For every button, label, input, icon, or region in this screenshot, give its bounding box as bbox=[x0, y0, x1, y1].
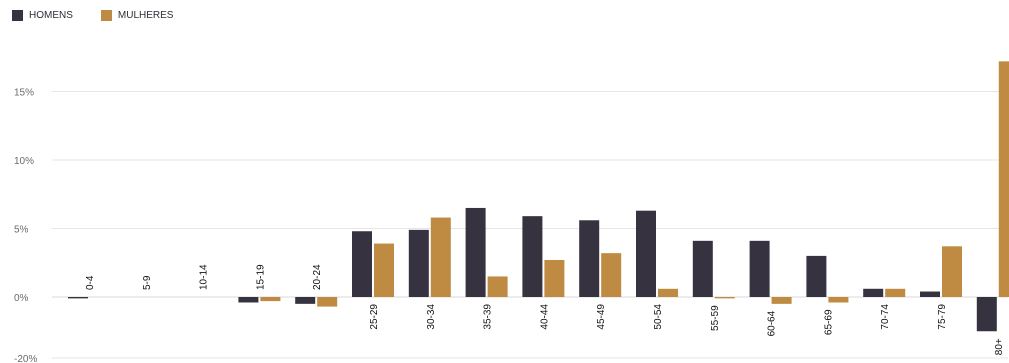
category-label-70-74: 70-74 bbox=[880, 304, 891, 330]
bar-mulheres-55-59 bbox=[714, 297, 735, 299]
bar-homens-55-59 bbox=[692, 240, 713, 297]
legend-item-mulheres: MULHERES bbox=[100, 10, 174, 21]
bar-mulheres-80+ bbox=[998, 61, 1009, 297]
category-label-20-24: 20-24 bbox=[312, 264, 323, 290]
category-label-15-19: 15-19 bbox=[255, 264, 266, 290]
bar-homens-30-34 bbox=[408, 229, 429, 297]
y-tick-label: 0% bbox=[14, 293, 29, 304]
bar-mulheres-70-74 bbox=[885, 288, 906, 297]
bar-mulheres-40-44 bbox=[544, 260, 565, 297]
bar-homens-75-79 bbox=[920, 291, 940, 297]
bar-mulheres-65-69 bbox=[828, 297, 849, 303]
legend-label-mulheres: MULHERES bbox=[117, 10, 174, 21]
category-label-25-29: 25-29 bbox=[369, 304, 380, 330]
bar-homens-20-24 bbox=[295, 297, 316, 304]
category-label-30-34: 30-34 bbox=[426, 304, 437, 330]
bar-homens-70-74 bbox=[863, 288, 884, 297]
legend-swatch-mulheres bbox=[100, 10, 112, 21]
bar-mulheres-50-54 bbox=[658, 288, 678, 297]
legend-item-homens: HOMENS bbox=[12, 10, 73, 21]
y-tick-label: 10% bbox=[14, 156, 34, 167]
bar-homens-25-29 bbox=[352, 231, 372, 297]
bar-mulheres-75-79 bbox=[942, 246, 962, 297]
bar-homens-0-4 bbox=[68, 297, 88, 299]
category-label-0-4: 0-4 bbox=[85, 275, 96, 290]
bar-mulheres-30-34 bbox=[430, 217, 451, 297]
y-tick-label: 15% bbox=[14, 88, 34, 99]
category-label-50-54: 50-54 bbox=[653, 304, 664, 330]
bar-homens-80+ bbox=[976, 297, 997, 332]
category-label-55-59: 55-59 bbox=[710, 305, 721, 331]
legend: HOMENS MULHERES bbox=[12, 10, 173, 21]
y-tick-label: 5% bbox=[14, 225, 29, 236]
bar-homens-45-49 bbox=[579, 220, 600, 297]
bar-mulheres-15-19 bbox=[260, 297, 281, 302]
y-tick-label: -20% bbox=[14, 354, 37, 363]
bar-homens-15-19 bbox=[238, 297, 259, 303]
bar-mulheres-25-29 bbox=[374, 243, 394, 297]
category-label-10-14: 10-14 bbox=[199, 264, 210, 290]
bar-mulheres-35-39 bbox=[487, 276, 508, 297]
bar-mulheres-20-24 bbox=[317, 297, 338, 307]
bar-homens-35-39 bbox=[465, 207, 486, 297]
category-label-60-64: 60-64 bbox=[767, 310, 778, 336]
bar-homens-40-44 bbox=[522, 216, 543, 297]
category-label-45-49: 45-49 bbox=[596, 304, 607, 330]
legend-label-homens: HOMENS bbox=[29, 10, 73, 21]
category-label-40-44: 40-44 bbox=[539, 304, 550, 330]
legend-swatch-homens bbox=[12, 10, 23, 21]
bar-mulheres-45-49 bbox=[601, 253, 622, 297]
category-label-80+: 80+ bbox=[994, 338, 1005, 355]
category-label-75-79: 75-79 bbox=[937, 304, 948, 330]
bar-homens-50-54 bbox=[636, 210, 656, 297]
category-label-65-69: 65-69 bbox=[823, 309, 834, 335]
bar-mulheres-60-64 bbox=[771, 297, 792, 304]
category-label-5-9: 5-9 bbox=[142, 275, 153, 290]
bar-homens-65-69 bbox=[806, 255, 827, 297]
category-label-35-39: 35-39 bbox=[483, 304, 494, 330]
bar-homens-60-64 bbox=[749, 240, 770, 297]
